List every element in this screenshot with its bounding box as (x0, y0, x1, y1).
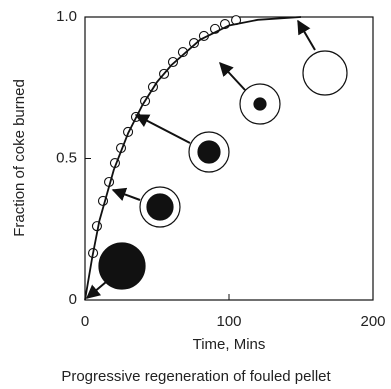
plot-area (84, 15, 302, 301)
data-point (188, 37, 200, 49)
pellet (302, 50, 348, 96)
data-point (167, 56, 179, 68)
pellet (98, 242, 146, 290)
arrow (297, 19, 316, 51)
arrow (219, 61, 246, 91)
caption: Progressive regeneration of fouled pelle… (61, 368, 331, 385)
arrow (85, 281, 107, 299)
y-tick-label: 0 (69, 291, 77, 308)
y-axis-label: Fraction of coke burned (11, 79, 28, 237)
y-tick-label: 0.5 (56, 149, 77, 166)
x-tick-label: 0 (81, 313, 89, 330)
pellet-core (197, 140, 221, 164)
x-axis-label: Time, Mins (193, 336, 266, 353)
pellet-core (253, 97, 267, 111)
x-tick-label: 100 (216, 313, 241, 330)
y-tick-label: 1.0 (56, 8, 77, 25)
x-tick-label: 200 (360, 313, 385, 330)
arrow (134, 114, 191, 144)
arrow (111, 187, 141, 201)
pellet-core (146, 193, 174, 221)
pellet-illustrations (85, 19, 348, 299)
fit-line (84, 16, 302, 301)
